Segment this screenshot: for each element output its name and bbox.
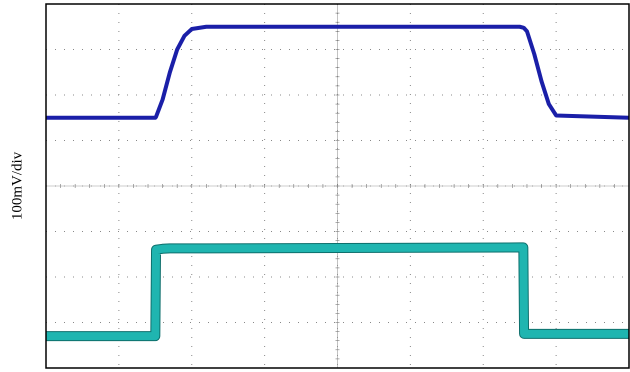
frame [45,3,630,369]
y-axis-label: 100mV/div [9,151,25,220]
trace [46,243,629,341]
trace [46,24,630,120]
